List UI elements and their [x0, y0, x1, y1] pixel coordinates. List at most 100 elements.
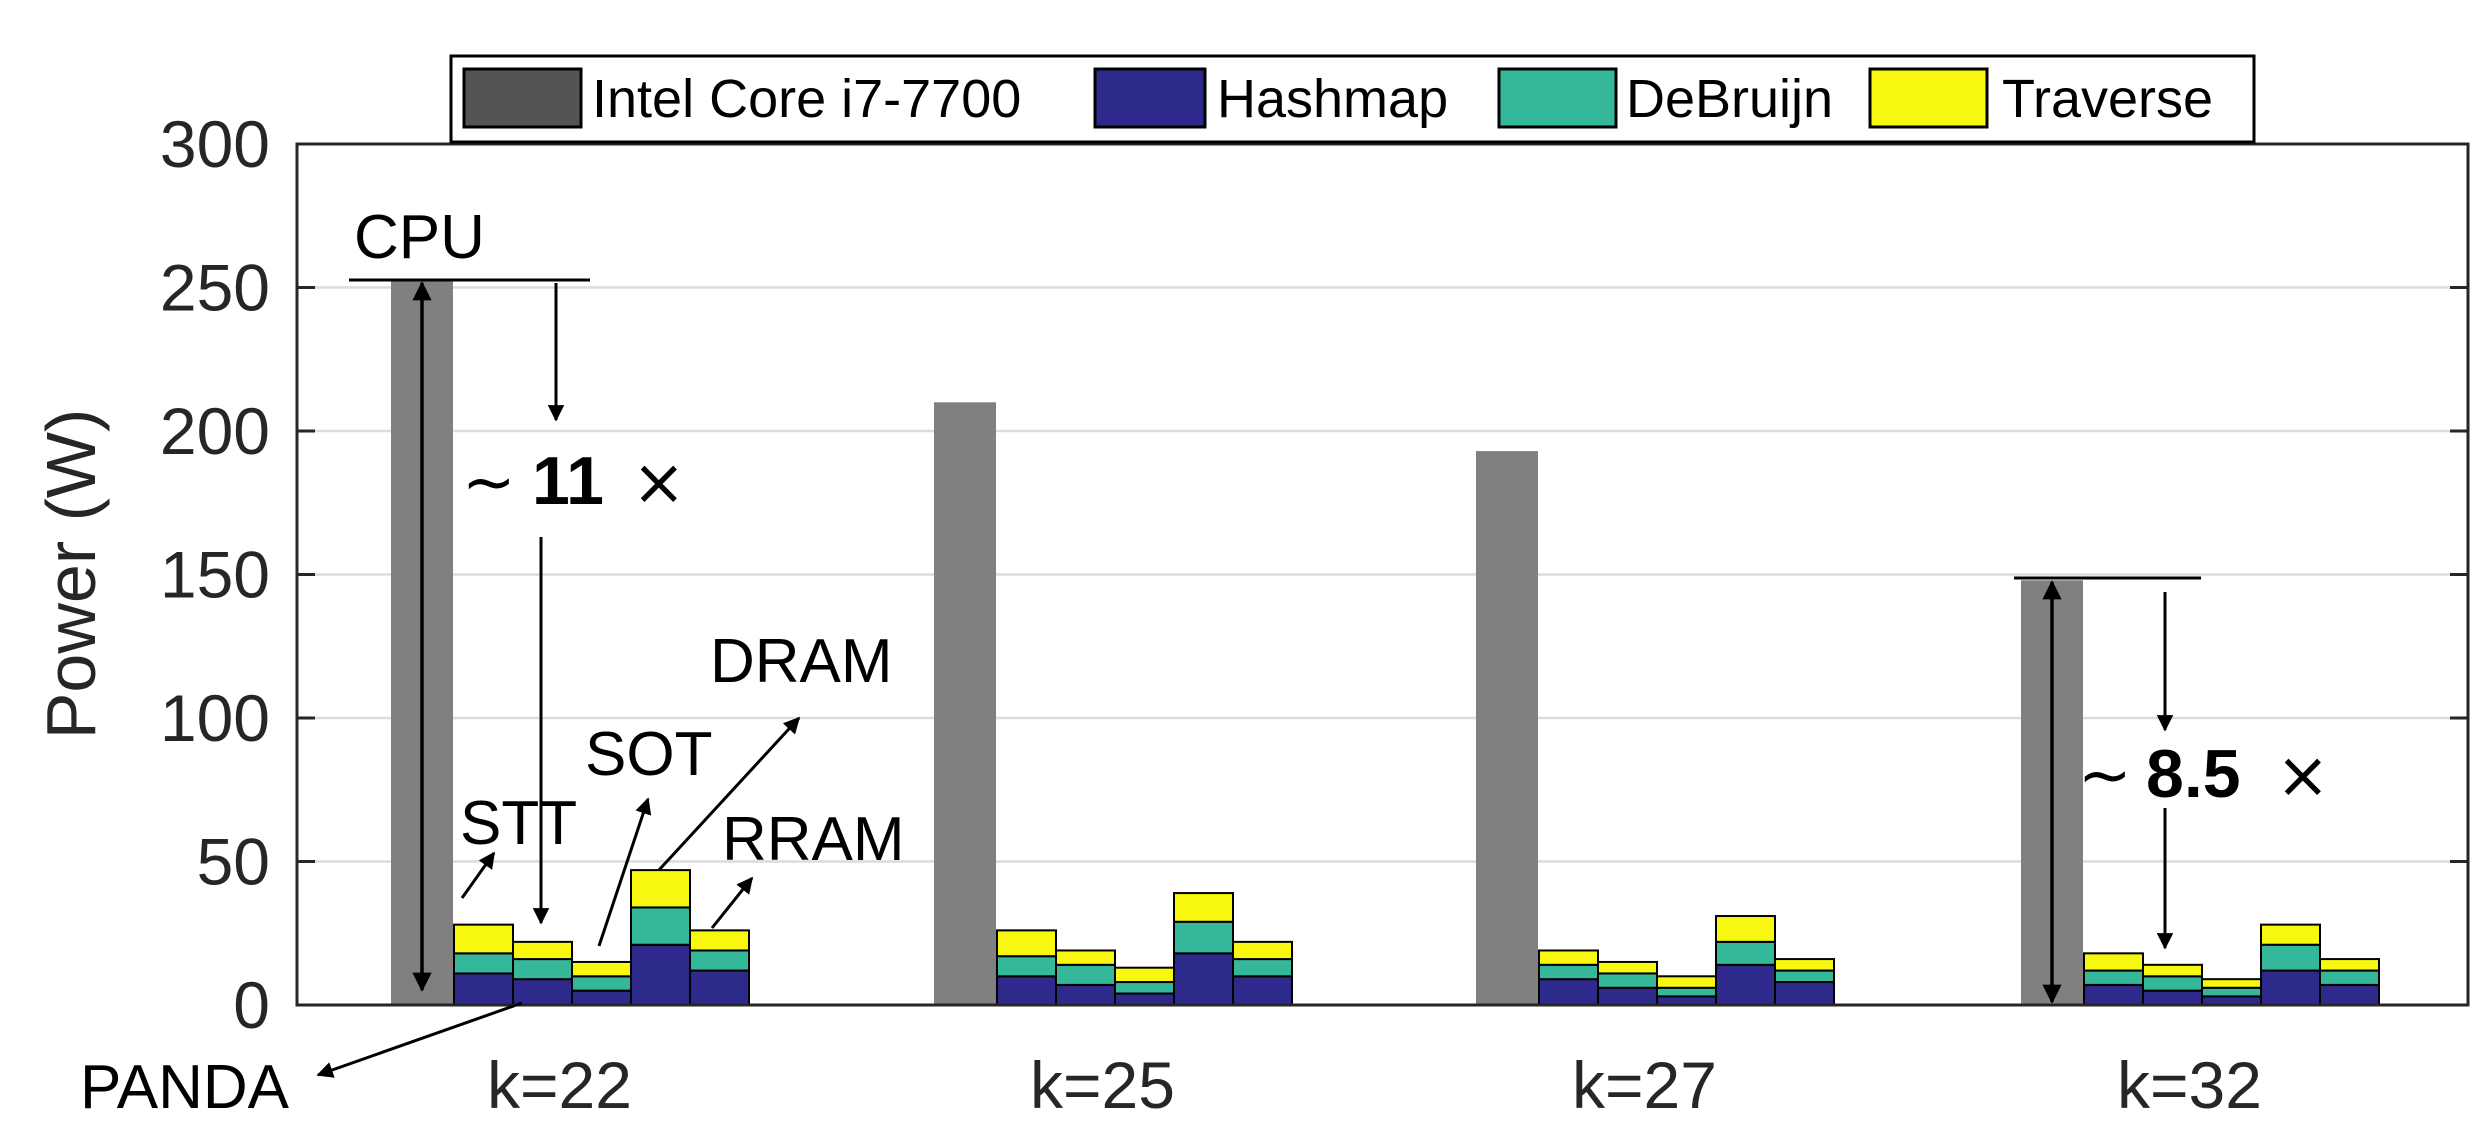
cpu-bar-k=27	[1476, 451, 1538, 1006]
x-tick-label: k=22	[487, 1048, 632, 1122]
bar-traverse-k=32-RRAM	[2319, 958, 2380, 972]
x-axis-ticks: k=22 k=25 k=27 k=32	[487, 1048, 2262, 1122]
annotation-panda: PANDA	[80, 1053, 290, 1122]
ratio-times-k32: ×	[2276, 739, 2330, 813]
arrow-dram	[657, 716, 801, 872]
cpu-bar-k=25	[934, 402, 996, 1005]
bar-hashmap-k=25-SOT	[1055, 983, 1116, 1006]
arrow-stt	[460, 851, 496, 899]
bar-traverse-k=25-DRAM	[1173, 892, 1234, 923]
bar-debruijn-k=27-SOT	[1597, 972, 1658, 989]
bar-hashmap-k=22-DRAM	[630, 943, 691, 1006]
bar-debruijn-k=27-PANDA	[1656, 986, 1717, 998]
legend-swatch-debruijn	[1497, 67, 1618, 129]
y-tick-label: 300	[160, 107, 270, 181]
bar-debruijn-k=27-RRAM	[1774, 969, 1835, 984]
y-tick-label: 200	[160, 394, 270, 468]
x-tick-label: k=25	[1030, 1048, 1175, 1122]
legend-label-intel: Intel Core i7-7700	[592, 69, 1021, 129]
bar-traverse-k=32-SOT	[2142, 963, 2203, 978]
bars	[391, 278, 2380, 1007]
y-axis-label: Power (W)	[32, 409, 110, 740]
bar-traverse-k=32-STT	[2083, 952, 2144, 972]
gridlines	[297, 286, 2468, 863]
arrow-panda	[316, 1001, 523, 1078]
bar-traverse-k=25-SOT	[1055, 949, 1116, 966]
bar-traverse-k=22-STT	[453, 923, 514, 955]
bar-hashmap-k=22-SOT	[512, 978, 573, 1006]
legend-label-debruijn: DeBruijn	[1626, 69, 1833, 129]
annotation-rram: RRAM	[722, 805, 905, 874]
bar-hashmap-k=22-STT	[453, 972, 514, 1006]
legend-label-traverse: Traverse	[2002, 69, 2213, 129]
y-tick-label: 250	[160, 251, 270, 325]
bar-traverse-k=27-STT	[1538, 949, 1599, 966]
bar-hashmap-k=32-SOT	[2142, 989, 2203, 1007]
bar-debruijn-k=25-SOT	[1055, 963, 1116, 986]
ratio-value-k32: 8.5	[2146, 736, 2241, 812]
y-tick-label: 100	[160, 681, 270, 755]
bar-debruijn-k=32-PANDA	[2201, 986, 2262, 998]
bar-hashmap-k=25-STT	[996, 975, 1057, 1006]
bar-hashmap-k=27-DRAM	[1715, 963, 1776, 1007]
bar-traverse-k=22-DRAM	[630, 869, 691, 909]
bar-traverse-k=22-RRAM	[689, 929, 750, 952]
bar-hashmap-k=32-STT	[2083, 983, 2144, 1006]
annotation-stt: STT	[460, 789, 577, 858]
x-tick-label: k=27	[1572, 1048, 1717, 1122]
bar-debruijn-k=32-STT	[2083, 969, 2144, 986]
bar-traverse-k=22-PANDA	[571, 960, 632, 978]
bar-debruijn-k=22-DRAM	[630, 906, 691, 946]
y-tick-label: 0	[233, 968, 270, 1042]
annotation-dram: DRAM	[710, 627, 893, 696]
bar-debruijn-k=25-RRAM	[1232, 958, 1293, 978]
bar-hashmap-k=25-DRAM	[1173, 952, 1234, 1007]
bar-debruijn-k=27-DRAM	[1715, 940, 1776, 966]
bar-hashmap-k=27-RRAM	[1774, 981, 1835, 1006]
bar-debruijn-k=32-SOT	[2142, 975, 2203, 992]
bar-traverse-k=32-PANDA	[2201, 978, 2262, 989]
bar-hashmap-k=27-STT	[1538, 978, 1599, 1006]
annotation-sot: SOT	[585, 720, 712, 789]
bar-traverse-k=22-SOT	[512, 940, 573, 961]
bar-traverse-k=27-RRAM	[1774, 958, 1835, 972]
legend-label-hashmap: Hashmap	[1217, 69, 1448, 129]
bar-traverse-k=27-PANDA	[1656, 975, 1717, 989]
bar-traverse-k=25-RRAM	[1232, 940, 1293, 961]
legend-swatch-intel	[462, 67, 583, 129]
bar-traverse-k=25-PANDA	[1114, 966, 1175, 984]
y-tick-label: 150	[160, 538, 270, 612]
annotations: CPU ~ 11 × STT SOT DRAM RRAM PANDA ~ 8.5…	[80, 203, 2330, 1122]
bar-hashmap-k=25-PANDA	[1114, 992, 1175, 1007]
bar-hashmap-k=25-RRAM	[1232, 975, 1293, 1006]
bar-debruijn-k=25-PANDA	[1114, 981, 1175, 995]
x-tick-label: k=32	[2117, 1048, 2262, 1122]
bar-debruijn-k=22-SOT	[512, 958, 573, 981]
bar-debruijn-k=27-STT	[1538, 963, 1599, 981]
bar-debruijn-k=22-PANDA	[571, 975, 632, 992]
bar-traverse-k=25-STT	[996, 929, 1057, 958]
bar-debruijn-k=32-DRAM	[2260, 943, 2321, 972]
bar-debruijn-k=22-STT	[453, 952, 514, 975]
legend-swatch-hashmap	[1093, 67, 1207, 129]
y-axis-ticks: 0 50 100 150 200 250 300	[160, 107, 2468, 1042]
bar-traverse-k=32-DRAM	[2260, 923, 2321, 946]
legend-swatch-traverse	[1868, 67, 1989, 129]
bar-hashmap-k=22-RRAM	[689, 969, 750, 1006]
bar-hashmap-k=32-DRAM	[2260, 969, 2321, 1006]
bar-debruijn-k=22-RRAM	[689, 949, 750, 972]
bar-traverse-k=27-SOT	[1597, 960, 1658, 975]
legend: Intel Core i7-7700 Hashmap DeBruijn Trav…	[449, 54, 2256, 144]
y-tick-label: 50	[197, 825, 270, 899]
bar-hashmap-k=22-PANDA	[571, 989, 632, 1007]
bar-traverse-k=27-DRAM	[1715, 915, 1776, 943]
bar-hashmap-k=32-RRAM	[2319, 983, 2380, 1006]
annotation-cpu: CPU	[354, 203, 485, 272]
bar-hashmap-k=27-SOT	[1597, 986, 1658, 1007]
ratio-times-k22: ×	[632, 446, 686, 520]
ratio-value-k22: 11	[532, 443, 604, 519]
bar-debruijn-k=25-STT	[996, 955, 1057, 978]
ratio-tilde-k22: ~	[462, 446, 516, 520]
arrow-sot	[597, 797, 652, 947]
